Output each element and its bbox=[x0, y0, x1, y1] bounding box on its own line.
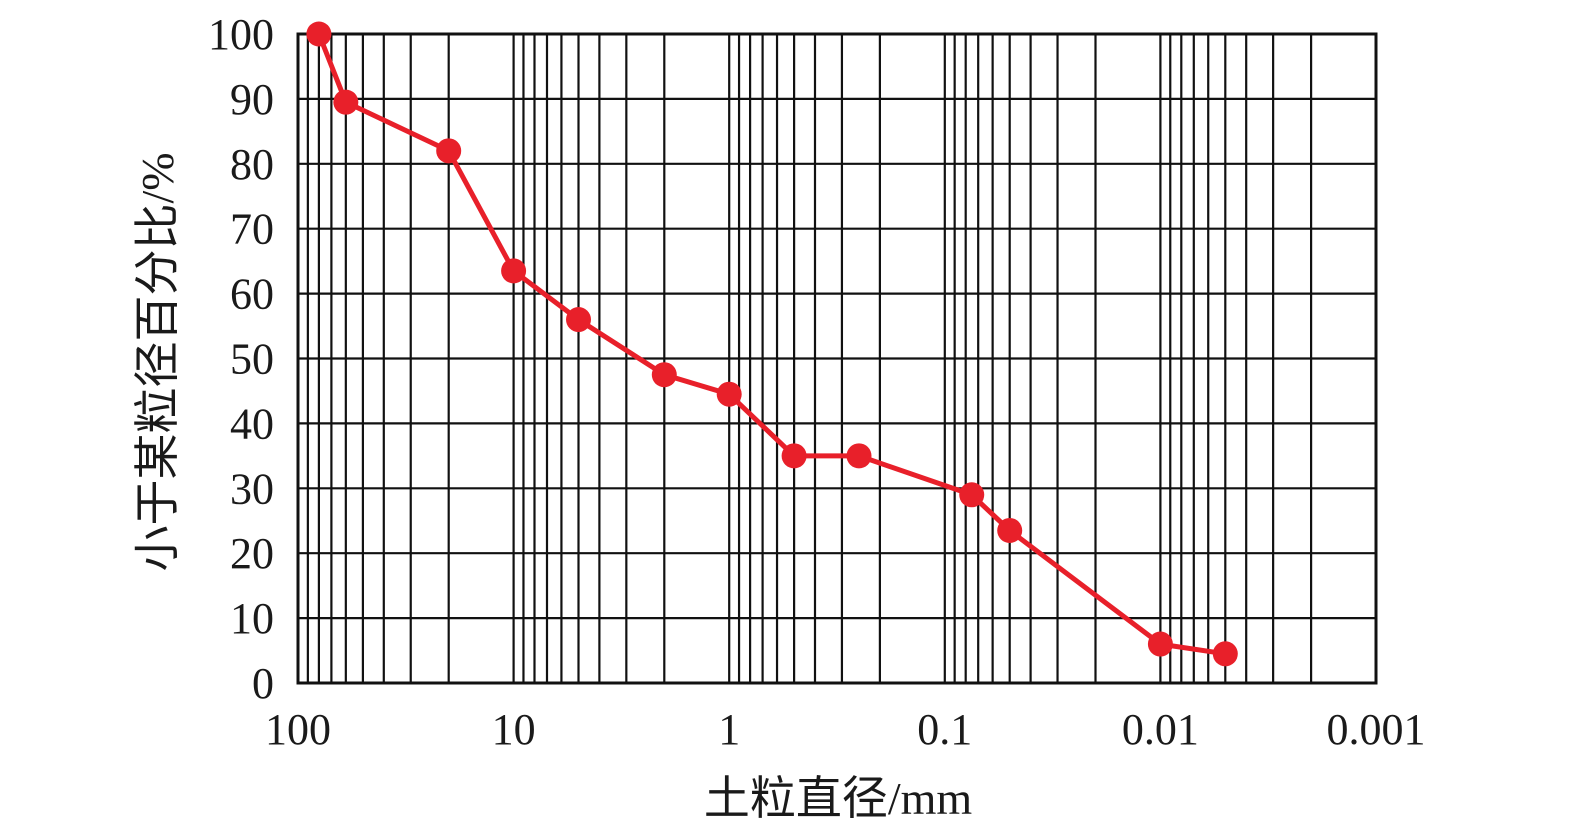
y-tick-label: 10 bbox=[230, 594, 274, 643]
y-tick-label: 60 bbox=[230, 270, 274, 319]
x-tick-label: 1 bbox=[718, 705, 740, 754]
y-tick-label: 70 bbox=[230, 205, 274, 254]
y-axis-title: 小于某粒径百分比/% bbox=[132, 152, 183, 571]
x-tick-label: 0.001 bbox=[1327, 705, 1426, 754]
plot-border bbox=[296, 32, 1378, 685]
data-point bbox=[566, 307, 592, 333]
series-line bbox=[316, 33, 1226, 657]
x-axis-title: 土粒直径/mm bbox=[704, 773, 973, 824]
y-tick-label: 80 bbox=[230, 140, 274, 189]
data-point bbox=[781, 443, 807, 469]
y-tick-label: 90 bbox=[230, 75, 274, 124]
data-point bbox=[436, 138, 462, 164]
x-tick-label: 10 bbox=[492, 705, 536, 754]
data-point bbox=[716, 381, 742, 407]
data-point bbox=[959, 482, 985, 508]
grid bbox=[298, 32, 1378, 685]
data-point bbox=[651, 362, 677, 388]
y-tick-label: 40 bbox=[230, 399, 274, 448]
data-point bbox=[501, 258, 527, 284]
y-tick-label: 100 bbox=[208, 10, 274, 59]
plot-frame bbox=[296, 32, 1378, 685]
y-tick-label: 0 bbox=[252, 659, 274, 708]
x-tick-label: 100 bbox=[265, 705, 331, 754]
y-tick-label: 30 bbox=[230, 464, 274, 513]
data-point bbox=[333, 89, 359, 115]
x-tick-label: 0.1 bbox=[917, 705, 972, 754]
data-point bbox=[1147, 631, 1173, 657]
y-tick-label: 50 bbox=[230, 335, 274, 384]
data-point bbox=[1212, 641, 1238, 667]
x-axis-ticks: 100 10 1 0.1 0.01 0.001 bbox=[265, 705, 1426, 754]
data-point bbox=[306, 21, 332, 47]
data-point bbox=[846, 443, 872, 469]
data-point bbox=[997, 517, 1023, 543]
y-tick-label: 20 bbox=[230, 529, 274, 578]
y-axis-ticks: 0 10 20 30 40 50 60 70 80 90 100 bbox=[208, 10, 274, 708]
x-tick-label: 0.01 bbox=[1122, 705, 1199, 754]
series bbox=[306, 21, 1238, 667]
